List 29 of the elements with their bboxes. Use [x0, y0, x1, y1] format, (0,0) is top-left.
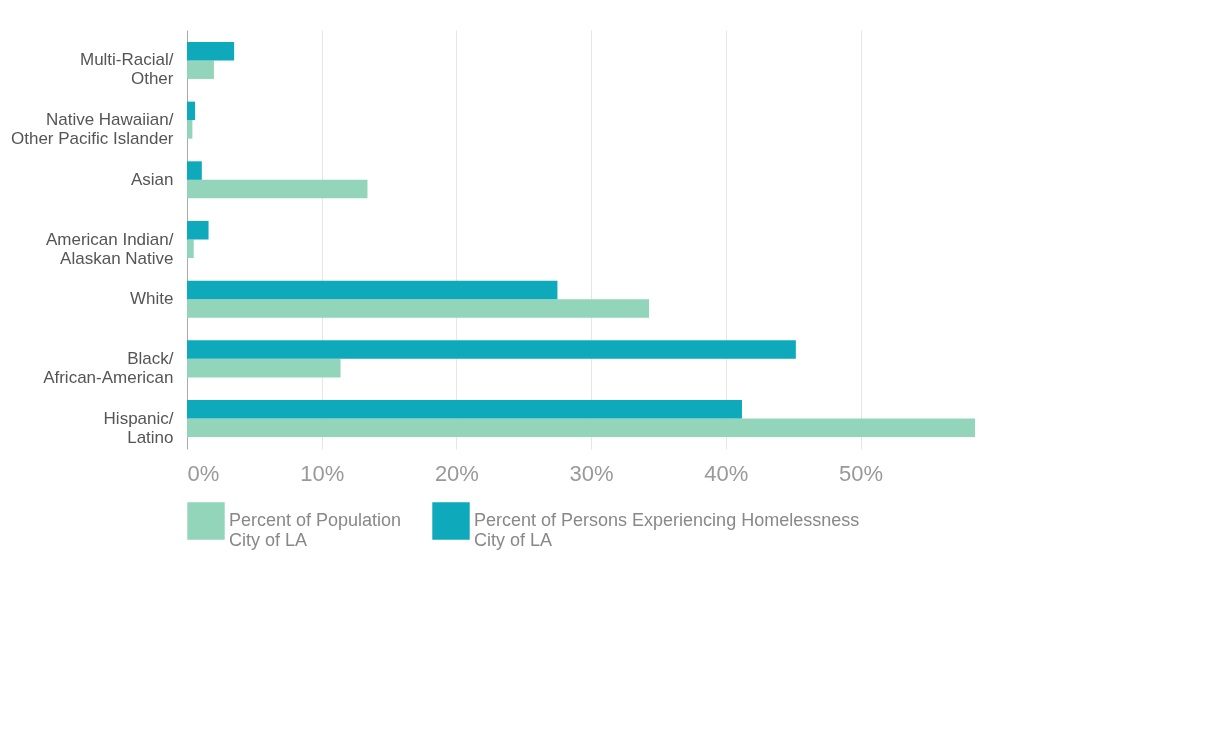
bar: [187, 101, 196, 121]
y-tick-label: Hispanic/ Latino: [103, 408, 174, 447]
bar: [187, 340, 796, 359]
legend-label: Percent of Population City of LA: [229, 510, 402, 550]
bar: [187, 41, 235, 61]
y-tick-label: Asian: [130, 169, 174, 189]
bar: [187, 358, 341, 378]
bar: [187, 239, 194, 258]
y-tick-label: White: [130, 289, 174, 309]
x-tick-label: 20%: [434, 460, 479, 486]
y-tick-label: Black/ African-American: [43, 348, 174, 387]
y-tick-label: Native Hawaiian/ Other Pacific Islander: [10, 110, 174, 149]
bar: [187, 161, 202, 180]
x-tick-label: 40%: [704, 460, 749, 486]
x-tick-label: 30%: [569, 460, 614, 486]
x-tick-label: 50%: [838, 460, 884, 486]
legend-label: Percent of Persons Experiencing Homelessness City of LA: [474, 510, 860, 550]
bar: [187, 179, 368, 199]
bar: [187, 299, 650, 318]
bar: [187, 221, 209, 240]
bar: [187, 60, 214, 79]
bar: [187, 280, 558, 300]
bar: [187, 120, 193, 139]
x-tick-label: 10%: [300, 460, 345, 486]
y-tick-label: Multi-Racial/ Other: [79, 50, 174, 89]
bar: [187, 418, 975, 438]
y-tick-label: American Indian/ Alaskan Native: [45, 229, 174, 268]
bar: [187, 400, 742, 419]
x-tick-label: 0%: [187, 460, 220, 486]
